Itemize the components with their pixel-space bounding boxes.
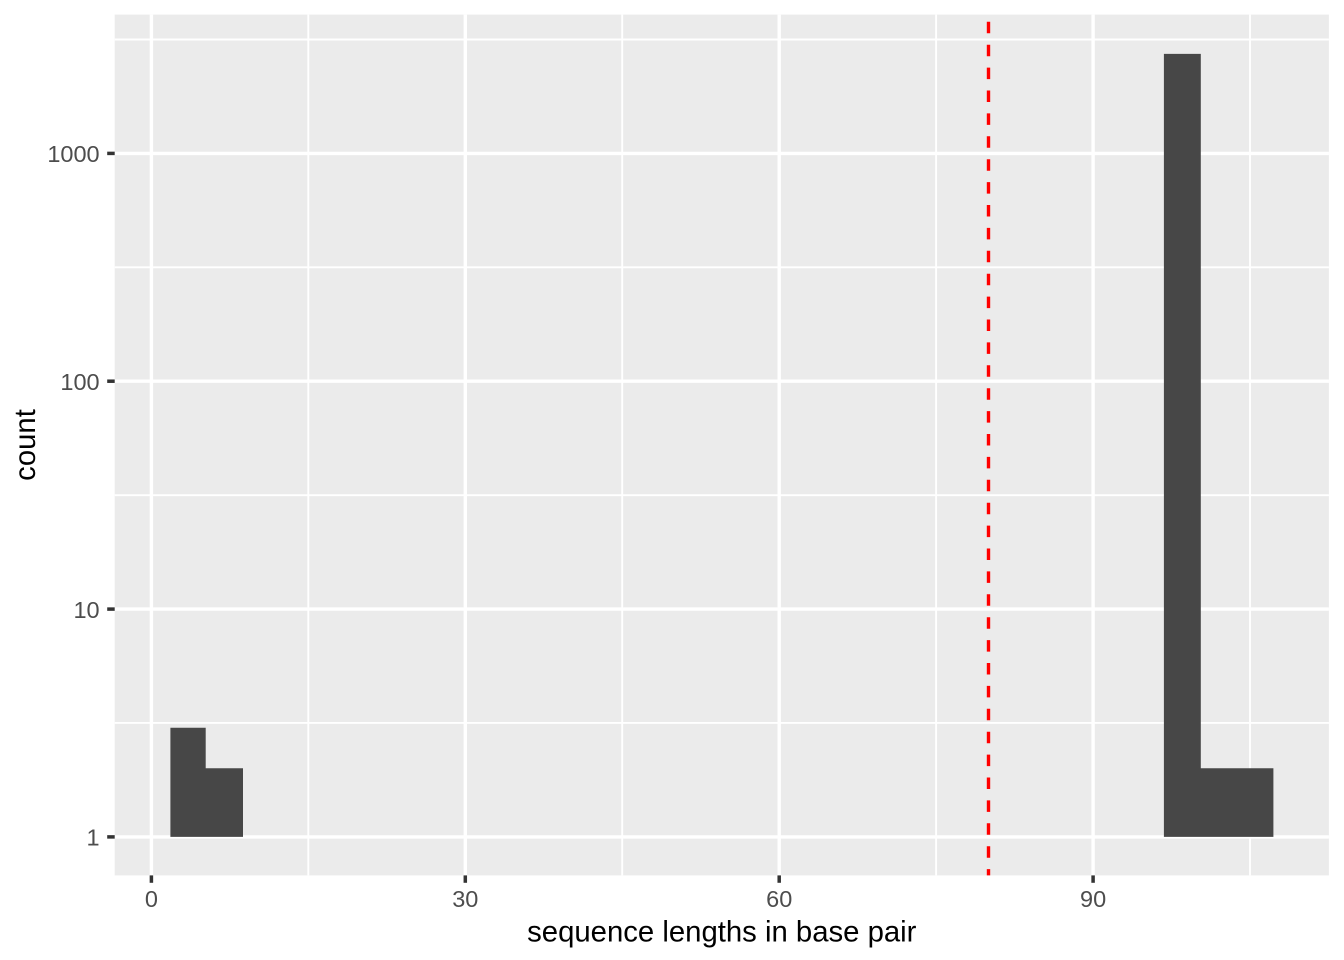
svg-text:60: 60 [766,886,792,912]
svg-text:1000: 1000 [47,141,99,167]
svg-text:count: count [9,409,42,481]
svg-text:10: 10 [73,597,99,623]
svg-text:sequence lengths in base pair: sequence lengths in base pair [527,916,917,949]
svg-text:1: 1 [87,825,100,851]
svg-text:100: 100 [60,369,99,395]
svg-text:90: 90 [1080,886,1106,912]
svg-text:30: 30 [452,886,478,912]
svg-text:0: 0 [145,886,158,912]
